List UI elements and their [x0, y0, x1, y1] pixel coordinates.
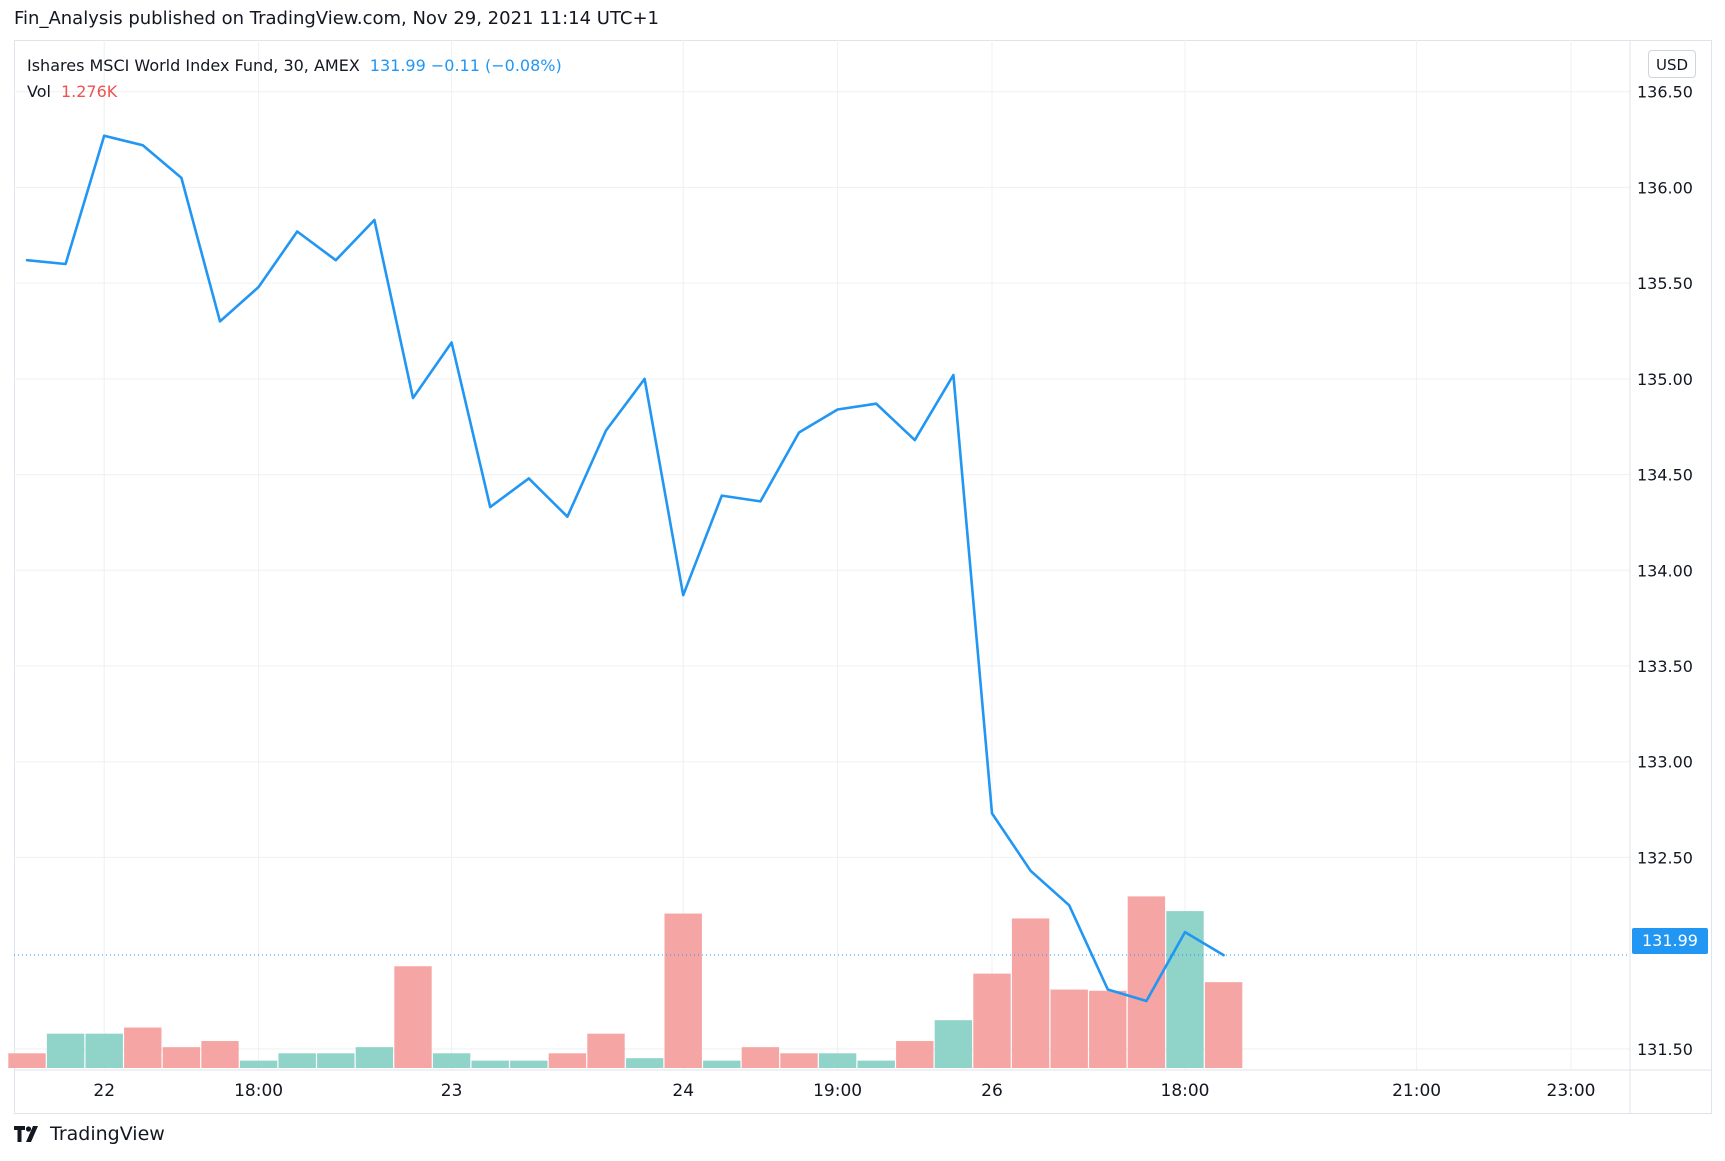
price-line — [25, 134, 1225, 1003]
legend: Ishares MSCI World Index Fund, 30, AMEX 1… — [27, 53, 562, 105]
time-tick-label: 24 — [672, 1081, 694, 1101]
time-tick-label: 23 — [441, 1081, 463, 1101]
volume-bar — [317, 1053, 355, 1068]
volume-bar — [548, 1053, 587, 1068]
volume-bar — [1204, 982, 1243, 1068]
volume-bar — [85, 1033, 123, 1068]
volume-bar — [201, 1041, 239, 1068]
chart-frame — [14, 40, 1712, 1114]
volume-bar — [394, 966, 432, 1068]
volume-bar — [1166, 911, 1204, 1068]
volume-bar — [857, 1060, 895, 1068]
volume-bar — [664, 913, 702, 1068]
price-tick-label: 133.00 — [1637, 753, 1693, 772]
time-tick-label: 18:00 — [234, 1081, 283, 1101]
price-tick-label: 133.50 — [1637, 657, 1693, 676]
volume-bar — [934, 1020, 973, 1068]
time-tick-label: 26 — [981, 1081, 1003, 1101]
price-tick-label: 136.50 — [1637, 83, 1693, 102]
volume-bar — [8, 1053, 46, 1068]
volume-bar — [625, 1058, 664, 1068]
volume-bar — [510, 1060, 548, 1068]
volume-bar — [162, 1047, 201, 1068]
volume-value: 1.276K — [60, 82, 118, 101]
last-price-tag: 131.99 — [1632, 928, 1708, 954]
volume-bar — [355, 1047, 394, 1068]
volume-bar — [471, 1060, 509, 1068]
volume-bar — [278, 1053, 316, 1068]
price-tick-label: 134.50 — [1637, 466, 1693, 485]
volume-bar — [780, 1053, 818, 1068]
price-tick-label: 136.00 — [1637, 178, 1693, 197]
last-value: 131.99 −0.11 (−0.08%) — [369, 56, 562, 75]
volume-label[interactable]: Vol — [27, 82, 51, 101]
symbol-title[interactable]: Ishares MSCI World Index Fund, 30, AMEX — [27, 56, 360, 75]
volume-bar — [587, 1033, 625, 1068]
time-tick-label: 23:00 — [1547, 1081, 1596, 1101]
price-tick-label: 135.50 — [1637, 274, 1693, 293]
currency-button[interactable]: USD — [1648, 50, 1696, 78]
volume-bar — [741, 1047, 780, 1068]
volume-bar — [1127, 896, 1166, 1068]
volume-bar — [1011, 918, 1050, 1068]
tradingview-logo-icon — [14, 1126, 38, 1142]
publisher-line: Fin_Analysis published on TradingView.co… — [14, 8, 660, 29]
price-tick-label: 132.50 — [1637, 848, 1693, 867]
volume-bar — [432, 1053, 471, 1068]
volume-bar — [703, 1060, 741, 1068]
volume-bar — [973, 973, 1011, 1068]
time-tick-label: 19:00 — [813, 1081, 862, 1101]
time-tick-label: 22 — [93, 1081, 115, 1101]
price-tick-label: 131.50 — [1637, 1040, 1693, 1059]
time-tick-label: 21:00 — [1392, 1081, 1441, 1101]
time-tick-label: 18:00 — [1161, 1081, 1210, 1101]
volume-bar — [1089, 990, 1127, 1068]
volume-bar — [818, 1053, 857, 1068]
price-tick-label: 134.00 — [1637, 561, 1693, 580]
price-tick-label: 135.00 — [1637, 370, 1693, 389]
footer-brand-label: TradingView — [50, 1123, 165, 1145]
volume-bar — [1050, 989, 1088, 1068]
volume-bar — [124, 1027, 162, 1068]
volume-bar — [896, 1041, 934, 1068]
volume-bar — [46, 1033, 85, 1068]
footer-brand[interactable]: TradingView — [14, 1123, 165, 1145]
volume-bar — [239, 1060, 278, 1068]
